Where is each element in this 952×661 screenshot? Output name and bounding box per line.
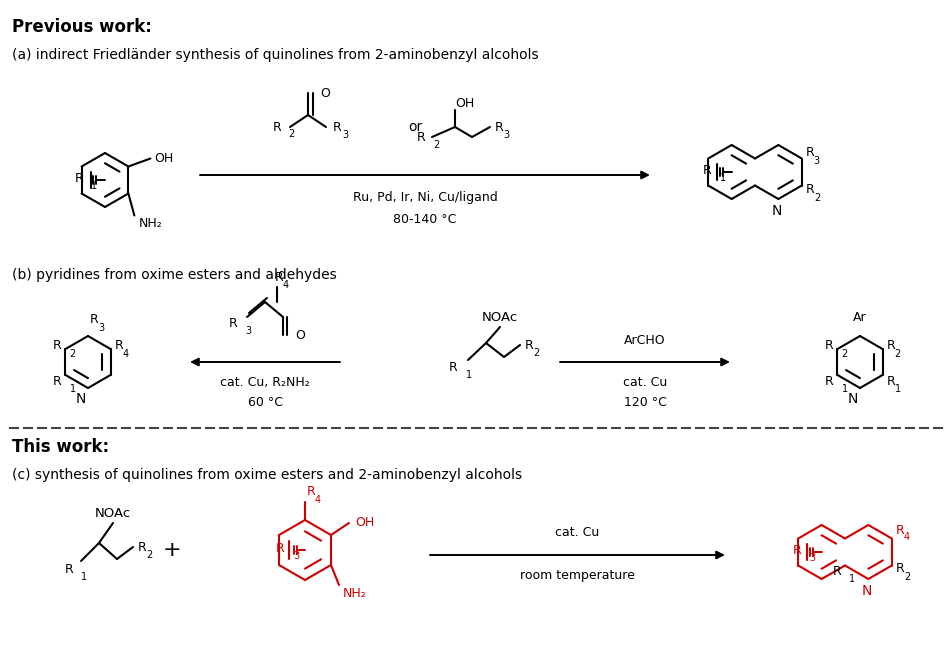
- Text: This work:: This work:: [12, 438, 109, 456]
- Text: 2: 2: [433, 140, 439, 150]
- Text: Previous work:: Previous work:: [12, 18, 152, 36]
- Text: Ar: Ar: [853, 311, 867, 324]
- Text: R: R: [64, 563, 73, 576]
- Text: R: R: [896, 562, 904, 575]
- Text: 2: 2: [814, 192, 820, 202]
- Text: cat. Cu: cat. Cu: [623, 375, 667, 389]
- Text: R: R: [832, 565, 841, 578]
- Text: 3: 3: [293, 551, 299, 561]
- Text: 1: 1: [466, 370, 472, 380]
- Text: R: R: [805, 146, 815, 159]
- Text: room temperature: room temperature: [520, 568, 635, 582]
- Text: R: R: [824, 375, 834, 387]
- Text: R: R: [228, 317, 237, 329]
- Text: Ru, Pd, Ir, Ni, Cu/ligand: Ru, Pd, Ir, Ni, Cu/ligand: [352, 190, 497, 204]
- Text: 4: 4: [903, 533, 910, 543]
- Text: 3: 3: [503, 130, 509, 140]
- Text: OH: OH: [455, 97, 474, 110]
- Text: 120 °C: 120 °C: [624, 395, 666, 408]
- Text: 1: 1: [849, 574, 855, 584]
- Text: N: N: [771, 204, 782, 218]
- Text: 2: 2: [903, 572, 910, 582]
- Text: (a) indirect Friedländer synthesis of quinolines from 2-aminobenzyl alcohols: (a) indirect Friedländer synthesis of qu…: [12, 48, 539, 62]
- Text: R: R: [805, 183, 815, 196]
- Text: 1: 1: [81, 572, 88, 582]
- Text: cat. Cu, R₂NH₂: cat. Cu, R₂NH₂: [220, 375, 309, 389]
- Text: 3: 3: [814, 155, 820, 165]
- Text: R: R: [275, 270, 284, 284]
- Text: or: or: [407, 120, 422, 134]
- Text: 2: 2: [288, 129, 294, 139]
- Text: R: R: [416, 130, 425, 143]
- Text: 2: 2: [895, 349, 901, 359]
- Text: O: O: [295, 329, 305, 342]
- Text: 4: 4: [123, 349, 129, 359]
- Text: R: R: [824, 338, 834, 352]
- Text: (b) pyridines from oxime esters and aldehydes: (b) pyridines from oxime esters and alde…: [12, 268, 337, 282]
- Text: 2: 2: [69, 349, 76, 359]
- Text: R: R: [449, 360, 458, 373]
- Text: 2: 2: [533, 348, 539, 358]
- Text: 3: 3: [809, 553, 816, 563]
- Text: R: R: [273, 120, 282, 134]
- Text: NOAc: NOAc: [482, 311, 518, 323]
- Text: N: N: [862, 584, 872, 598]
- Text: R: R: [90, 313, 99, 326]
- Text: N: N: [75, 392, 86, 406]
- Text: 1: 1: [69, 384, 75, 394]
- Text: R: R: [52, 375, 62, 387]
- Text: R: R: [114, 338, 123, 352]
- Text: 60 °C: 60 °C: [248, 395, 283, 408]
- Text: R: R: [276, 541, 285, 555]
- Text: OH: OH: [355, 516, 374, 529]
- Text: O: O: [320, 87, 330, 100]
- Text: (c) synthesis of quinolines from oxime esters and 2-aminobenzyl alcohols: (c) synthesis of quinolines from oxime e…: [12, 468, 522, 482]
- Text: +: +: [163, 540, 181, 560]
- Text: R: R: [525, 338, 534, 352]
- Text: NH₂: NH₂: [343, 586, 367, 600]
- Text: R: R: [886, 375, 895, 387]
- Text: R: R: [495, 120, 504, 134]
- Text: R: R: [703, 163, 711, 176]
- Text: ArCHO: ArCHO: [625, 334, 665, 346]
- Text: NOAc: NOAc: [95, 506, 131, 520]
- Text: R: R: [886, 338, 895, 352]
- Text: R: R: [74, 171, 83, 184]
- Text: 2: 2: [146, 550, 152, 560]
- Text: 1: 1: [842, 384, 847, 394]
- Text: cat. Cu: cat. Cu: [555, 527, 600, 539]
- Text: OH: OH: [154, 152, 173, 165]
- Text: R: R: [896, 524, 904, 537]
- Text: R: R: [333, 120, 342, 134]
- Text: 1: 1: [91, 181, 97, 191]
- Text: 1: 1: [895, 384, 901, 394]
- Text: NH₂: NH₂: [138, 217, 162, 230]
- Text: R: R: [793, 543, 802, 557]
- Text: 80-140 °C: 80-140 °C: [393, 212, 457, 225]
- Text: 3: 3: [342, 130, 348, 140]
- Text: 4: 4: [315, 495, 321, 505]
- Text: 4: 4: [283, 280, 289, 290]
- Text: 3: 3: [98, 323, 104, 333]
- Text: N: N: [847, 392, 858, 406]
- Text: 2: 2: [842, 349, 847, 359]
- Text: 1: 1: [720, 173, 725, 183]
- Text: R: R: [138, 541, 147, 553]
- Text: 3: 3: [245, 326, 251, 336]
- Text: R: R: [307, 485, 316, 498]
- Text: R: R: [52, 338, 62, 352]
